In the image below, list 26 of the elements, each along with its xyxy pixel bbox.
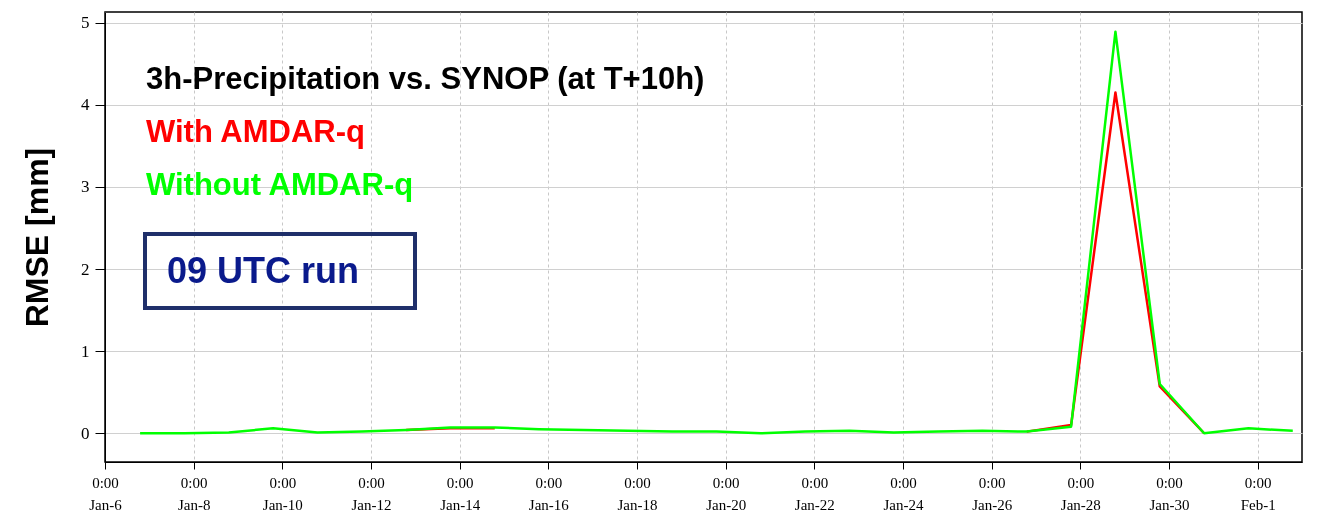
x-tick-label: 0:00 Jan-24: [883, 474, 924, 513]
x-tick-label: 0:00 Jan-18: [617, 474, 658, 513]
y-tick-label: 5: [81, 13, 90, 33]
text: Without AMDAR-q: [146, 166, 415, 204]
x-tick-label: 0:00 Jan-6: [89, 474, 123, 513]
y-tick-label: 3: [81, 177, 90, 197]
y-tick-label: 0: [81, 423, 90, 443]
x-tick-label: 0:00 Jan-14: [440, 474, 481, 513]
x-tick-label: 0:00 Jan-28: [1060, 474, 1101, 513]
x-tick-label: 0:00 Jan-26: [972, 474, 1013, 513]
y-tick-label: 4: [81, 95, 90, 115]
x-tick-label: 0:00 Jan-20: [706, 474, 747, 513]
x-tick-label: 0:00 Jan-8: [177, 474, 211, 513]
x-tick-label: 0:00 Jan-16: [528, 474, 570, 513]
y-tick-label: 2: [81, 259, 90, 279]
x-tick-label: 0:00 Jan-22: [794, 474, 835, 513]
y-tick-label: 1: [81, 341, 90, 361]
line-series: [138, 30, 1295, 435]
x-tick-label: 0:00 Jan-10: [262, 474, 303, 513]
x-tick-label: 0:00 Jan-30: [1149, 474, 1190, 513]
y-axis-title: RMSE [mm]: [19, 147, 55, 328]
x-tick-label: 0:00 Jan-12: [351, 474, 392, 513]
x-tick-label: 0:00 Feb-1: [1240, 474, 1276, 513]
text: 3h-Precipitation vs. SYNOP (at T+10h): [146, 60, 705, 98]
annotation: 09 UTC run: [143, 232, 418, 310]
text: With AMDAR-q: [146, 113, 366, 151]
